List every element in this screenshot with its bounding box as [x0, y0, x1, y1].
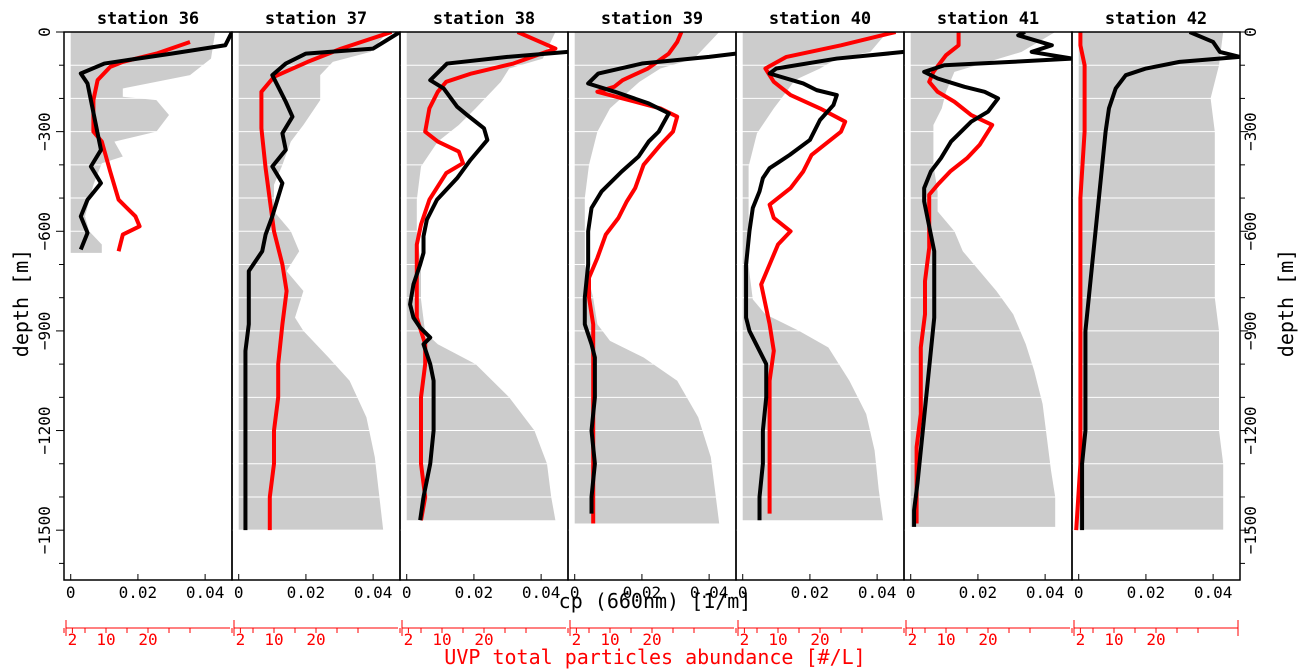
x-tick-label: 0.02 [1127, 583, 1166, 602]
y-tick-label-left: 0 [35, 27, 54, 37]
x-tick-label: 0 [402, 583, 412, 602]
cp-line [243, 32, 400, 531]
shaded-area [742, 32, 888, 521]
x-tick-label: 0 [570, 583, 580, 602]
uvp-line [759, 32, 897, 514]
x-tick-label: 0.02 [959, 583, 998, 602]
panel-title: station 37 [265, 9, 367, 29]
x-tick-label: 0.02 [623, 583, 662, 602]
panel-4: station 39 0 0.02 0.04 2 10 20 [567, 9, 737, 649]
panel-7: station 42 0 0.02 0.04 2 10 20 [1071, 9, 1241, 649]
x-tick-label: 0 [234, 583, 244, 602]
uvp-tick-label: 2 [236, 630, 246, 649]
uvp-tick-label: 2 [740, 630, 750, 649]
panel-title: station 36 [97, 9, 199, 29]
y-tick-label-right: 0 [1241, 27, 1260, 37]
uvp-tick-label: 10 [1104, 630, 1123, 649]
uvp-tick-label: 20 [306, 630, 325, 649]
y-axis-label-right: depth [m] [1274, 249, 1298, 357]
cp-line [582, 51, 736, 514]
cp-line [1080, 32, 1240, 531]
uvp-tick-label: 2 [572, 630, 582, 649]
shaded-area [406, 32, 556, 521]
panel-3: station 38 0 0.02 0.04 2 10 20 [399, 9, 569, 649]
panel-2: station 37 0 0.02 0.04 2 10 20 [231, 9, 401, 649]
x-tick-label: 0 [738, 583, 748, 602]
y-tick-label-left: −900 [35, 312, 54, 351]
panel-title: station 38 [433, 9, 535, 29]
shaded-area [910, 32, 1056, 527]
shaded-area [1078, 32, 1224, 531]
x-axis-label-cp: cp (660nm) [1/m] [559, 589, 752, 613]
x-tick-label: 0.04 [1194, 583, 1233, 602]
panel-5: station 40 0 0.02 0.04 2 10 20 [735, 9, 905, 649]
y-tick-label-right: −1200 [1241, 406, 1260, 454]
cp-line [744, 49, 904, 521]
x-tick-label: 0.04 [354, 583, 393, 602]
panel-frame [1071, 31, 1241, 581]
y-tick-label-left: −1500 [35, 506, 54, 554]
y-tick-label-right: −900 [1241, 312, 1260, 351]
y-axis-label-left: depth [m] [9, 249, 33, 357]
y-tick-label-right: −1500 [1241, 506, 1260, 554]
panel-6: station 41 0 0.02 0.04 2 10 20 [903, 9, 1073, 649]
x-tick-label: 0.04 [522, 583, 561, 602]
y-tick-label-right: −300 [1241, 112, 1260, 151]
uvp-tick-label: 10 [768, 630, 787, 649]
uvp-tick-label: 20 [138, 630, 157, 649]
shaded-area [574, 32, 720, 524]
uvp-line [414, 32, 558, 521]
panel-title: station 41 [937, 9, 1039, 29]
uvp-tick-label: 10 [432, 630, 451, 649]
panel-title: station 42 [1105, 9, 1207, 29]
panel-1: station 36 0 0.02 0.04 2 10 20 [63, 9, 233, 649]
uvp-tick-label: 20 [810, 630, 829, 649]
panel-title: station 40 [769, 9, 871, 29]
shaded-area [70, 32, 216, 253]
uvp-tick-label: 10 [600, 630, 619, 649]
y-tick-label-left: −300 [35, 112, 54, 151]
cp-line [912, 32, 1072, 527]
uvp-line [914, 32, 995, 524]
cp-line [408, 49, 568, 521]
panel-title: station 39 [601, 9, 703, 29]
x-tick-label: 0.02 [119, 583, 158, 602]
y-tick-label-right: −600 [1241, 212, 1260, 251]
x-tick-label: 0 [66, 583, 76, 602]
x-tick-label: 0.04 [186, 583, 225, 602]
uvp-tick-label: 10 [264, 630, 283, 649]
x-tick-label: 0.02 [455, 583, 494, 602]
uvp-tick-label: 2 [1076, 630, 1086, 649]
uvp-tick-label: 20 [474, 630, 493, 649]
x-tick-label: 0.04 [1026, 583, 1065, 602]
y-tick-label-left: −600 [35, 212, 54, 251]
uvp-tick-label: 20 [1146, 630, 1165, 649]
x-tick-label: 0.02 [287, 583, 326, 602]
x-tick-label: 0 [906, 583, 916, 602]
uvp-tick-label: 10 [96, 630, 115, 649]
uvp-tick-label: 2 [908, 630, 918, 649]
x-axis-label-uvp: UVP total particles abundance [#/L] [444, 645, 865, 669]
uvp-tick-label: 20 [978, 630, 997, 649]
uvp-tick-label: 2 [68, 630, 78, 649]
uvp-line [259, 32, 393, 531]
uvp-tick-label: 20 [642, 630, 661, 649]
cp-line [78, 32, 232, 251]
x-tick-label: 0.04 [690, 583, 729, 602]
x-tick-label: 0 [1074, 583, 1084, 602]
uvp-line [1074, 32, 1087, 531]
uvp-tick-label: 2 [404, 630, 414, 649]
y-tick-label-left: −1200 [35, 406, 54, 454]
x-tick-label: 0.04 [858, 583, 897, 602]
x-tick-label: 0.02 [791, 583, 830, 602]
uvp-tick-label: 10 [936, 630, 955, 649]
